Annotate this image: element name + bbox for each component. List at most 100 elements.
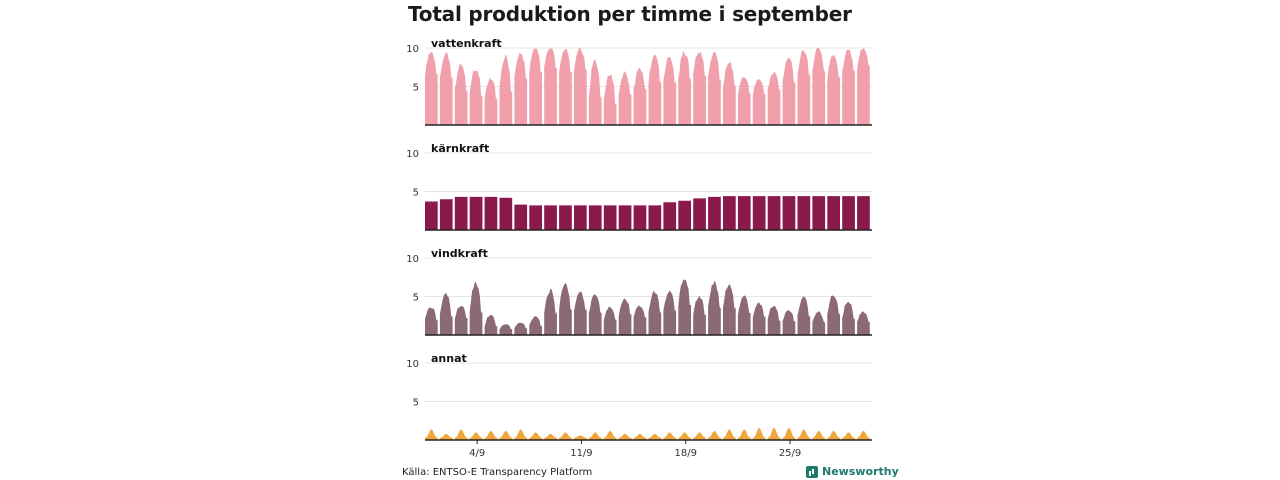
- x-tick-label: 18/9: [675, 448, 697, 459]
- area-day-segment: [857, 311, 870, 335]
- area-day-segment: [827, 430, 840, 440]
- area-day-segment: [633, 205, 647, 230]
- area-day-segment: [439, 52, 453, 125]
- area-day-segment: [618, 71, 632, 125]
- area-day-segment: [559, 432, 572, 440]
- area-day-segment: [603, 74, 617, 125]
- area-day-segment: [529, 48, 542, 125]
- area-day-segment: [812, 48, 826, 125]
- area-day-segment: [752, 196, 766, 230]
- area-day-segment: [544, 433, 557, 440]
- area-day-segment: [708, 51, 721, 125]
- area-day-segment: [633, 305, 647, 335]
- y-tick-label: 10: [406, 254, 419, 265]
- area-day-segment: [782, 57, 796, 125]
- y-tick-label: 5: [413, 293, 419, 304]
- area-day-segment: [752, 427, 766, 440]
- area-day-segment: [559, 205, 572, 230]
- area-day-segment: [752, 302, 766, 335]
- area-day-segment: [588, 432, 602, 440]
- area-day-segment: [544, 48, 557, 125]
- x-tick-label: 11/9: [570, 448, 592, 459]
- area-day-segment: [529, 316, 542, 335]
- area-day-segment: [767, 427, 781, 440]
- chart-title: Total produktion per timme i september: [408, 2, 852, 26]
- area-day-segment: [663, 202, 677, 230]
- area-day-segment: [782, 427, 796, 440]
- area-day-segment: [678, 279, 691, 335]
- area-day-segment: [737, 295, 751, 335]
- area-day-segment: [559, 48, 572, 126]
- area-day-segment: [678, 50, 691, 125]
- area-day-segment: [574, 435, 587, 440]
- x-tick-label: 25/9: [779, 448, 801, 459]
- area-day-segment: [737, 429, 751, 440]
- area-day-segment: [737, 77, 751, 125]
- x-tick-label: 4/9: [469, 448, 485, 459]
- area-day-segment: [574, 291, 587, 335]
- area-day-segment: [484, 430, 498, 440]
- area-day-segment: [439, 199, 453, 230]
- area-day-segment: [812, 430, 826, 440]
- area-day-segment: [842, 301, 855, 335]
- area-day-segment: [723, 196, 736, 230]
- area-day-segment: [588, 59, 602, 125]
- area-day-segment: [767, 196, 781, 230]
- area-day-segment: [633, 433, 647, 440]
- area-day-segment: [603, 205, 617, 230]
- area-day-segment: [648, 433, 662, 440]
- area-day-segment: [514, 429, 528, 440]
- area-day-segment: [425, 307, 438, 335]
- y-tick-label: 5: [413, 398, 419, 409]
- y-tick-label: 5: [413, 188, 419, 199]
- area-day-segment: [484, 196, 498, 230]
- area-day-segment: [857, 48, 870, 126]
- area-day-segment: [588, 294, 602, 335]
- area-day-segment: [454, 63, 468, 125]
- y-tick-label: 10: [406, 44, 419, 55]
- area-day-segment: [499, 324, 513, 335]
- area-day-segment: [708, 430, 721, 440]
- series-label: kärnkraft: [431, 142, 489, 155]
- area-day-segment: [663, 57, 677, 125]
- area-day-segment: [514, 52, 528, 126]
- area-day-segment: [782, 310, 796, 335]
- area-day-segment: [454, 429, 468, 440]
- area-day-segment: [454, 305, 468, 335]
- area-day-segment: [723, 283, 736, 335]
- area-day-segment: [499, 197, 513, 230]
- area-day-segment: [618, 298, 632, 335]
- area-day-segment: [857, 196, 870, 230]
- area-day-segment: [827, 295, 840, 335]
- area-day-segment: [693, 432, 706, 440]
- area-day-segment: [737, 196, 751, 230]
- y-tick-label: 5: [413, 83, 419, 94]
- y-tick-label: 10: [406, 149, 419, 160]
- area-day-segment: [857, 430, 870, 440]
- area-day-segment: [618, 433, 632, 440]
- area-day-segment: [827, 196, 840, 230]
- area-day-segment: [439, 293, 453, 335]
- area-day-segment: [648, 205, 662, 230]
- area-day-segment: [559, 283, 572, 335]
- area-day-segment: [797, 49, 811, 125]
- area-day-segment: [663, 290, 677, 335]
- series-label: vattenkraft: [431, 37, 502, 50]
- newsworthy-icon: [806, 465, 818, 478]
- area-day-segment: [544, 205, 557, 230]
- area-day-segment: [425, 52, 438, 125]
- area-day-segment: [842, 432, 855, 440]
- area-day-segment: [469, 196, 483, 230]
- source-note: Källa: ENTSO-E Transparency Platform: [402, 467, 593, 478]
- area-day-segment: [484, 314, 498, 335]
- area-day-segment: [633, 68, 647, 125]
- brand-logo[interactable]: Newsworthy: [806, 465, 899, 478]
- area-day-segment: [648, 290, 662, 335]
- area-day-segment: [693, 198, 706, 230]
- area-day-segment: [812, 311, 826, 335]
- brand-name: Newsworthy: [822, 465, 899, 478]
- area-day-segment: [618, 205, 632, 230]
- area-day-segment: [603, 306, 617, 335]
- area-day-segment: [708, 196, 721, 230]
- area-day-segment: [693, 51, 706, 125]
